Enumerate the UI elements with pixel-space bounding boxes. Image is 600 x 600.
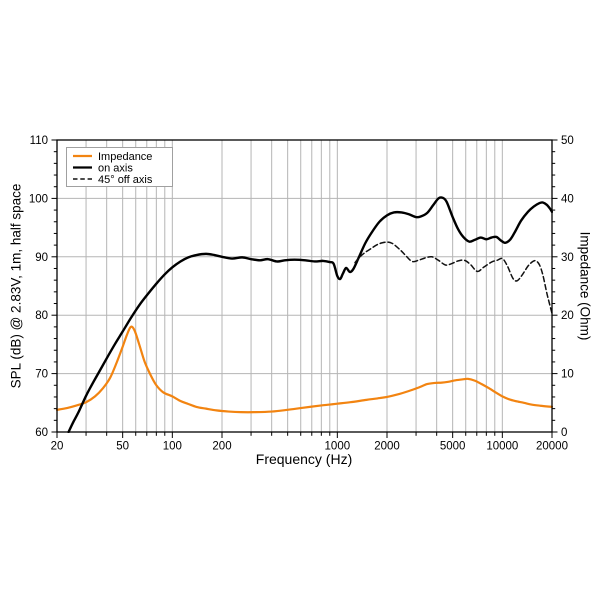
- x-tick-label: 1000: [325, 441, 351, 453]
- x-tick-label: 5000: [440, 441, 466, 453]
- on-axis-curve: [67, 196, 553, 433]
- legend-label: 45° off axis: [98, 174, 153, 186]
- y-right-tick-label: 20: [561, 310, 574, 322]
- y-left-tick-label: 60: [35, 427, 48, 439]
- y-left-tick-label: 100: [29, 193, 48, 205]
- ticks: [51, 139, 558, 438]
- x-tick-label: 10000: [486, 441, 518, 453]
- legend-box: [66, 147, 173, 187]
- legend-label: on axis: [98, 162, 133, 174]
- y-axis-label-right: Impedance (Ohm): [577, 231, 593, 341]
- y-right-tick-label: 10: [561, 369, 574, 381]
- curves: [56, 196, 553, 433]
- x-axis-label: Frequency (Hz): [255, 451, 353, 467]
- x-tick-label: 20: [51, 441, 64, 453]
- x-tick-label: 2000: [374, 441, 400, 453]
- y-left-tick-label: 70: [35, 369, 48, 381]
- off-axis-curve: [354, 241, 553, 315]
- y-left-tick-label: 110: [30, 135, 48, 147]
- y-left-tick-label: 90: [35, 252, 48, 264]
- legend: [66, 147, 173, 187]
- y-right-tick-label: 0: [561, 427, 567, 439]
- y-right-tick-label: 50: [561, 135, 574, 147]
- axis-frame: [56, 139, 553, 433]
- x-tick-label: 100: [163, 441, 182, 453]
- x-tick-label: 20000: [536, 441, 568, 453]
- y-right-tick-label: 30: [561, 252, 574, 264]
- legend-label: Impedance: [98, 151, 152, 163]
- impedance-curve: [56, 325, 553, 414]
- x-tick-label: 200: [212, 441, 231, 453]
- y-right-tick-label: 40: [561, 193, 574, 205]
- y-left-tick-label: 80: [35, 310, 48, 322]
- x-tick-label: 50: [116, 441, 129, 453]
- grid: [57, 140, 552, 432]
- y-axis-label-left: SPL (dB) @ 2.83V, 1m, half space: [8, 183, 24, 389]
